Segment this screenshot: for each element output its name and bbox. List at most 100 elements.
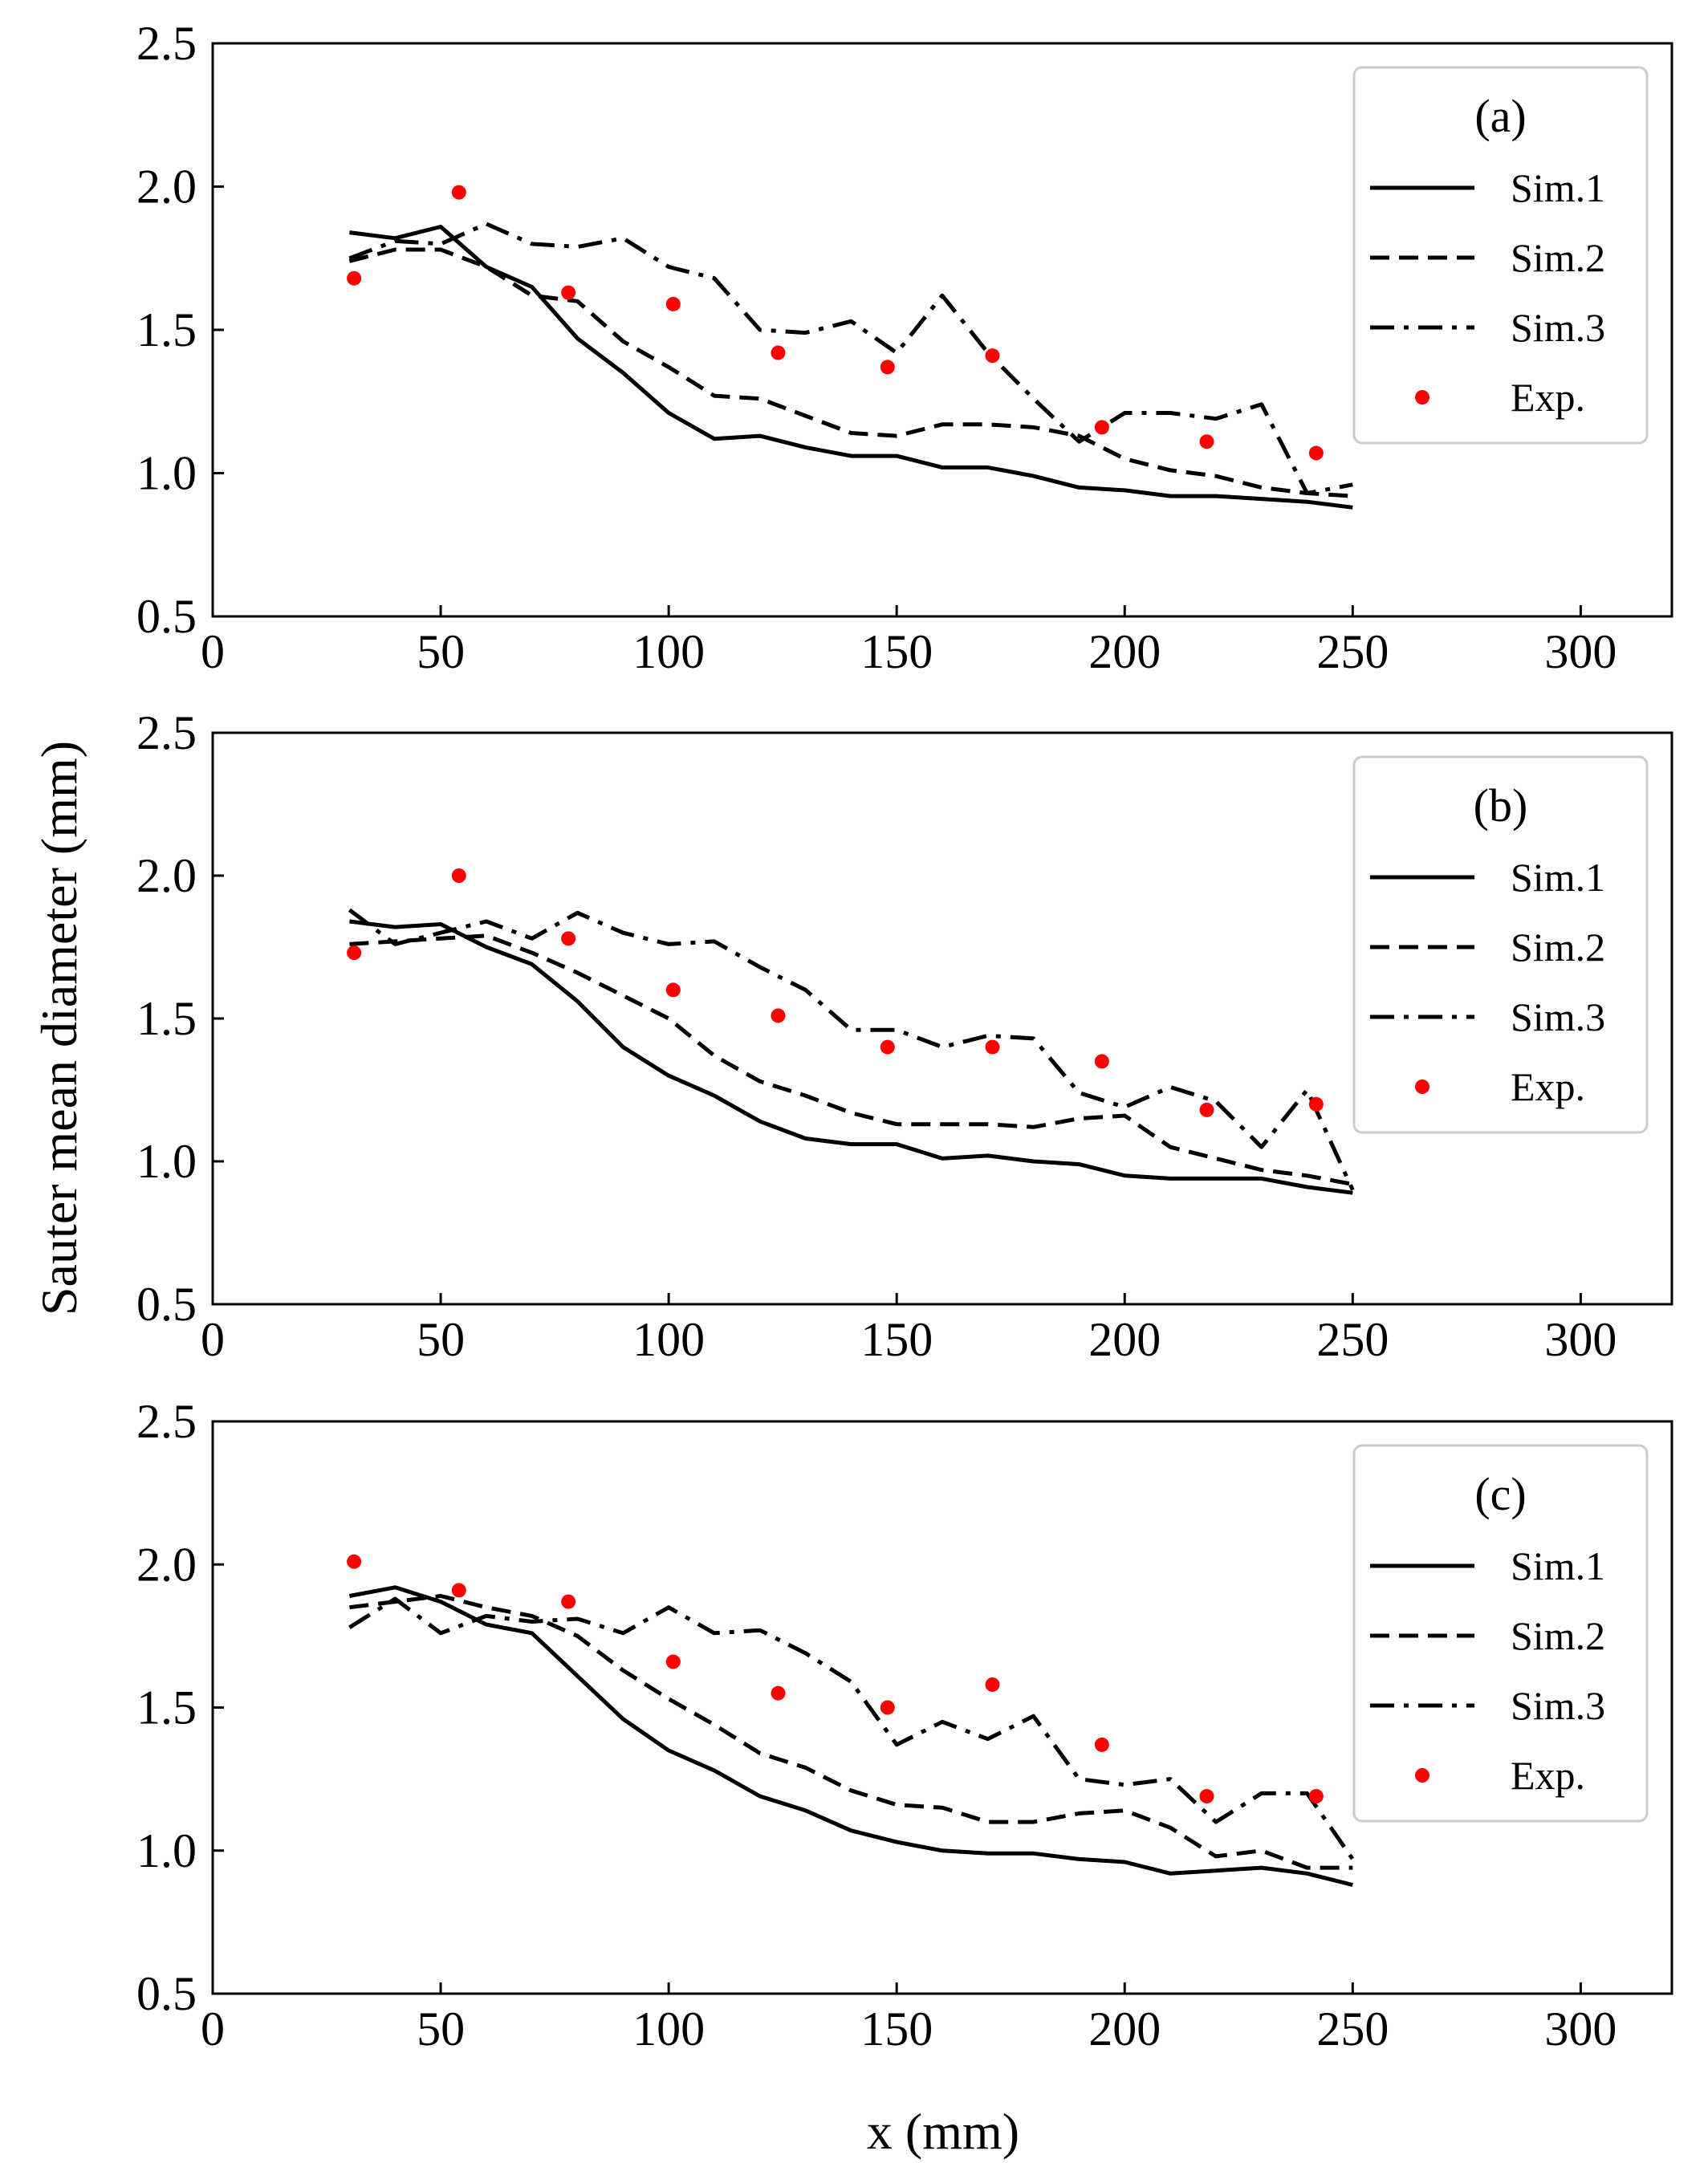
panel-label: (a) [1474,90,1526,142]
panel-c: 0 50 100 150 200 250 300 0.5 1.0 1.5 2.0 2.5 (c) Sim.… [136,1395,1673,2055]
legend-entry-label: Sim.1 [1511,1543,1605,1588]
exp-point [561,1594,576,1609]
series-line-sim2 [349,933,1353,1186]
panel-label: (c) [1474,1468,1526,1520]
series-line-sim1 [349,225,1353,510]
exp-point [1308,445,1324,461]
panel-label: (b) [1474,779,1528,831]
legend-marker-exp [1415,1768,1429,1783]
exp-point [1308,1096,1324,1112]
y-tick-label: 1.5 [136,992,197,1045]
legend-box [1352,755,1649,1134]
exp-point [347,270,362,286]
legend-entry-label: Sim.3 [1511,994,1605,1039]
y-tick-label: 0.5 [136,590,197,643]
y-tick-label: 1.0 [136,1135,197,1188]
series-line-sim3 [348,1596,1355,1860]
exp-point [1094,420,1109,435]
panel-a: 0 50 100 150 200 250 300 0.5 1.0 1.5 2.0 2.5 (a) Sim.… [136,17,1673,678]
exp-point [1094,1054,1109,1069]
exp-point [985,1039,1000,1055]
y-axis-label: Sauter mean diameter (mm) [31,741,87,1315]
x-tick-label: 0 [201,2002,225,2055]
legend-marker-exp [1415,1079,1429,1094]
legend-entry-label: Sim.2 [1511,235,1605,280]
exp-point [451,1583,466,1598]
exp-point [771,1008,786,1023]
x-tick-label: 100 [632,2002,705,2055]
x-tick-label: 200 [1088,2002,1161,2055]
legend: (b) Sim.1 Sim.2 Sim.3 Exp. [1352,755,1649,1134]
x-tick-label: 250 [1316,1313,1389,1366]
legend: (c) Sim.1 Sim.2 Sim.3 Exp. [1352,1444,1649,1823]
x-tick-label: 300 [1544,1313,1616,1366]
exp-point [665,296,681,311]
legend-marker-exp [1415,390,1429,405]
exp-point [880,1700,895,1715]
exp-point [561,931,576,946]
x-tick-label: 50 [417,1313,465,1366]
x-tick-label: 150 [860,2002,933,2055]
exp-point [1094,1737,1109,1752]
exp-point [451,868,466,883]
series-line-sim1 [349,919,1353,1195]
exp-point [880,1039,895,1055]
x-tick-label: 300 [1544,2002,1616,2055]
y-tick-label: 2.0 [136,849,197,902]
legend-entry-label: Sim.2 [1511,1613,1605,1658]
x-tick-label: 200 [1088,625,1161,678]
x-tick-label: 0 [201,1313,225,1366]
y-tick-label: 2.5 [136,1395,197,1448]
x-tick-label: 0 [201,625,225,678]
panel-b: 0 50 100 150 200 250 300 0.5 1.0 1.5 2.0 2.5 (b) Sim.… [136,706,1673,1366]
exp-point [347,945,362,961]
series-line-sim1 [348,1585,1353,1887]
x-axis-label: x (mm) [867,2103,1019,2160]
y-tick-label: 1.5 [136,303,197,356]
x-tick-label: 100 [632,625,705,678]
y-tick-label: 1.5 [136,1681,197,1734]
exp-point [665,982,681,998]
y-tick-label: 2.0 [136,1538,197,1591]
axes-frame [211,1420,1673,1995]
legend-box [1352,66,1649,445]
x-tick-label: 150 [860,625,933,678]
y-tick-label: 2.5 [136,17,197,70]
x-tick-label: 50 [417,625,465,678]
x-tick-label: 100 [632,1313,705,1366]
series-line-sim3 [348,908,1355,1191]
exp-point [347,1554,362,1569]
exp-point [1199,1789,1214,1804]
legend-entry-label: Exp. [1511,1753,1585,1798]
exp-point [985,1677,1000,1692]
series-line-sim2 [348,247,1353,498]
series-line-sim2 [349,1594,1353,1870]
y-tick-label: 2.5 [136,706,197,759]
axes-frame [211,731,1673,1306]
exp-point [665,1654,681,1669]
exp-point [561,285,576,300]
y-tick-label: 1.0 [136,447,197,500]
legend-entry-label: Sim.3 [1511,1683,1605,1728]
legend-entry-label: Exp. [1511,375,1585,420]
legend-entry-label: Sim.3 [1511,305,1605,350]
exp-point [771,1685,786,1701]
legend-entry-label: Sim.1 [1511,855,1605,900]
exp-point [880,360,895,375]
legend-box [1352,1444,1649,1823]
x-tick-label: 200 [1088,1313,1161,1366]
series-line-sim3 [348,222,1353,495]
x-tick-label: 250 [1316,2002,1389,2055]
x-tick-label: 300 [1544,625,1616,678]
exp-point [1308,1789,1324,1804]
y-tick-label: 0.5 [136,1278,197,1331]
legend: (a) Sim.1 Sim.2 Sim.3 Exp. [1352,66,1649,445]
x-tick-label: 150 [860,1313,933,1366]
exp-point [985,348,1000,364]
y-tick-label: 1.0 [136,1824,197,1877]
x-tick-label: 250 [1316,625,1389,678]
legend-entry-label: Sim.1 [1511,165,1605,210]
legend-entry-label: Exp. [1511,1064,1585,1109]
x-tick-label: 50 [417,2002,465,2055]
